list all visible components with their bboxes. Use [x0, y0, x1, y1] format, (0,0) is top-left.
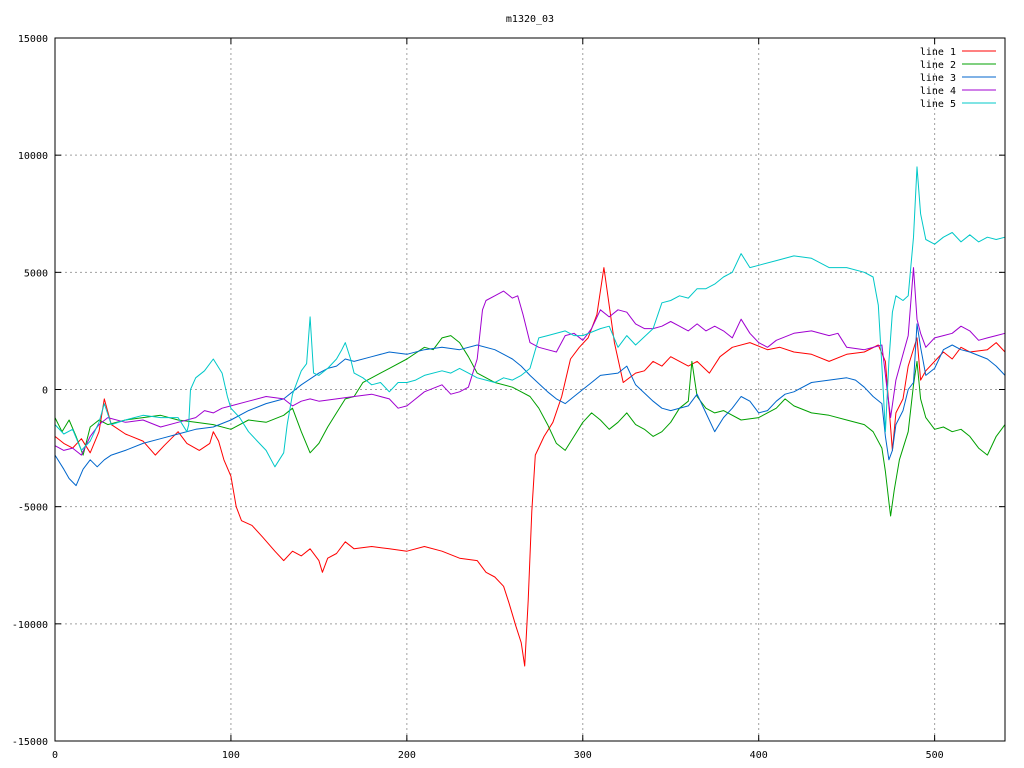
y-tick-label: 15000	[18, 34, 48, 45]
legend-label: line 4	[920, 86, 956, 97]
y-tick-label: 0	[42, 386, 48, 397]
legend-label: line 2	[920, 60, 956, 71]
legend: line 1 line 2 line 3 line 4 line 5	[920, 47, 996, 110]
legend-label: line 1	[920, 47, 956, 58]
grid-lines	[55, 38, 1005, 741]
x-tick-label: 0	[52, 750, 58, 761]
y-tick-label: 5000	[24, 268, 48, 279]
x-tick-label: 300	[574, 750, 592, 761]
series-line-2	[54, 335, 1006, 517]
x-tick-label: 200	[398, 750, 416, 761]
x-tick-label: 100	[222, 750, 240, 761]
plot-frame	[54, 37, 1006, 742]
x-tick-label: 500	[926, 750, 944, 761]
legend-label: line 5	[920, 99, 956, 110]
chart-title: m1320_03	[506, 14, 554, 25]
x-tick-label: 400	[750, 750, 768, 761]
y-axis: -15000 -10000 -5000 0 5000 10000 15000	[12, 34, 1005, 748]
series-line-4	[54, 267, 1006, 456]
series-line-5	[54, 166, 1006, 468]
series-line-1	[54, 267, 1006, 667]
y-tick-label: -5000	[18, 503, 48, 514]
series-line-3	[54, 323, 1006, 487]
legend-label: line 3	[920, 73, 956, 84]
y-tick-label: -10000	[12, 620, 48, 631]
y-tick-label: 10000	[18, 151, 48, 162]
x-axis: 0 100 200 300 400 500	[52, 38, 944, 761]
y-tick-label: -15000	[12, 737, 48, 748]
series-group	[54, 166, 1006, 667]
